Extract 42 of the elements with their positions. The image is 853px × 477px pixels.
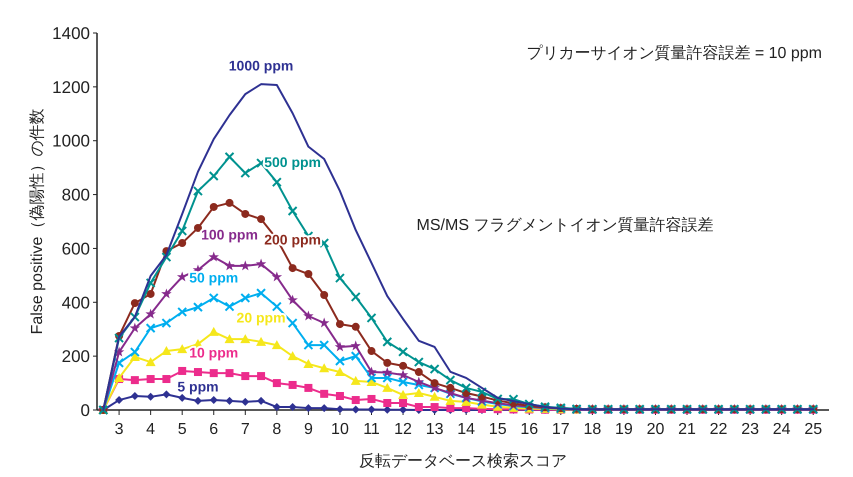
x-tick-label: 9 (304, 421, 313, 438)
series-label: 50 ppm (189, 270, 238, 286)
annotation: プリカーサイオン質量許容誤差 = 10 ppm (526, 44, 822, 62)
x-tick-label: 11 (363, 421, 380, 438)
series-label: 5 ppm (177, 378, 219, 394)
series-label: 500 ppm (264, 154, 322, 170)
x-tick-label: 22 (710, 421, 728, 438)
x-tick-label: 18 (583, 421, 602, 438)
x-axis-title: 反転データベース検索スコア (359, 452, 567, 470)
y-tick-label: 600 (62, 239, 90, 258)
series-label: 10 ppm (189, 344, 238, 360)
series-label: 100 ppm (201, 226, 258, 242)
series-label: 1000 ppm (228, 57, 294, 74)
x-tick-label: 19 (615, 421, 633, 438)
x-tick-label: 10 (331, 421, 349, 438)
x-tick-label: 14 (457, 421, 476, 438)
y-tick-label: 1200 (52, 78, 90, 97)
y-tick-label: 1400 (52, 24, 90, 43)
annotation: MS/MS フラグメントイオン質量許容誤差 (416, 216, 714, 234)
x-tick-label: 17 (552, 421, 570, 438)
x-tick-label: 3 (114, 421, 124, 438)
x-tick-label: 6 (209, 421, 218, 438)
x-tick-label: 5 (178, 421, 187, 438)
x-tick-label: 24 (772, 421, 791, 438)
series-label: 20 ppm (236, 310, 286, 326)
y-tick-label: 200 (62, 347, 90, 366)
y-tick-label: 0 (80, 401, 90, 420)
x-tick-label: 16 (520, 421, 538, 438)
x-tick-label: 15 (488, 421, 507, 438)
x-tick-label: 4 (146, 421, 156, 438)
y-tick-label: 800 (62, 186, 90, 205)
x-tick-label: 13 (426, 421, 444, 438)
x-tick-label: 23 (741, 421, 760, 438)
x-tick-label: 25 (804, 421, 822, 438)
x-tick-label: 8 (272, 421, 282, 438)
x-tick-label: 21 (678, 421, 696, 438)
y-tick-label: 400 (62, 293, 90, 312)
y-tick-label: 1000 (52, 132, 90, 151)
x-tick-label: 12 (394, 421, 412, 438)
x-tick-label: 7 (240, 421, 250, 438)
y-axis-title: False positive（偽陽性）の件数 (29, 108, 46, 334)
x-tick-label: 20 (646, 421, 664, 438)
